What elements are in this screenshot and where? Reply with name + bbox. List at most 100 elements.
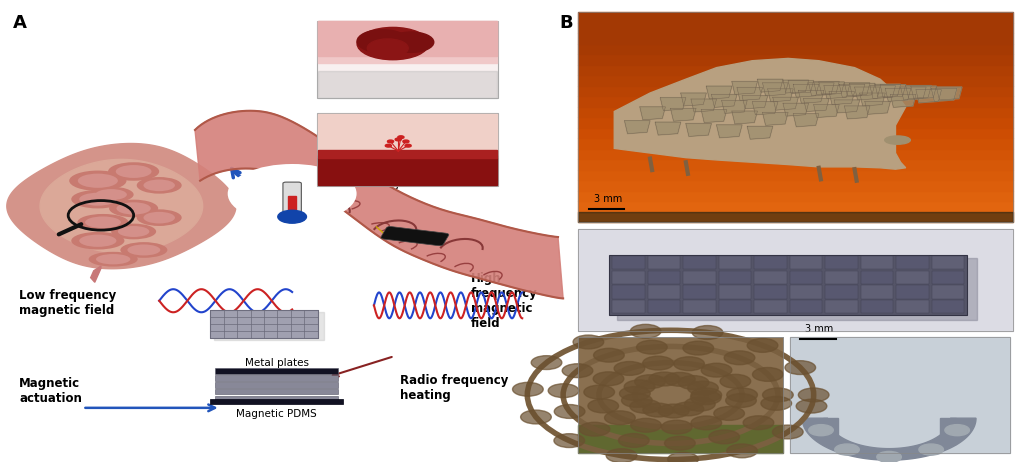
Polygon shape — [802, 418, 976, 460]
FancyBboxPatch shape — [754, 270, 786, 284]
Circle shape — [753, 368, 783, 382]
Circle shape — [520, 410, 551, 424]
Circle shape — [580, 422, 610, 436]
Circle shape — [513, 382, 543, 396]
Polygon shape — [579, 201, 1013, 212]
Polygon shape — [783, 80, 809, 93]
Polygon shape — [579, 12, 1013, 23]
FancyBboxPatch shape — [683, 285, 716, 299]
Polygon shape — [579, 86, 1013, 96]
Ellipse shape — [885, 136, 910, 144]
Polygon shape — [794, 114, 819, 127]
FancyBboxPatch shape — [215, 389, 338, 394]
Circle shape — [748, 338, 778, 352]
Circle shape — [678, 375, 709, 389]
FancyBboxPatch shape — [609, 255, 967, 314]
Polygon shape — [214, 312, 324, 340]
Circle shape — [763, 388, 794, 402]
FancyBboxPatch shape — [790, 300, 822, 313]
Text: A: A — [13, 13, 27, 31]
Circle shape — [630, 400, 660, 413]
FancyBboxPatch shape — [612, 300, 645, 313]
FancyBboxPatch shape — [896, 285, 929, 299]
Ellipse shape — [143, 180, 175, 191]
FancyBboxPatch shape — [648, 300, 680, 313]
Polygon shape — [579, 54, 1013, 65]
Ellipse shape — [95, 189, 127, 200]
Circle shape — [278, 210, 306, 223]
Ellipse shape — [72, 190, 125, 208]
Polygon shape — [814, 105, 840, 118]
Circle shape — [588, 399, 618, 413]
FancyBboxPatch shape — [896, 270, 929, 284]
Circle shape — [637, 340, 668, 354]
Polygon shape — [617, 258, 977, 320]
Polygon shape — [579, 212, 1013, 222]
Circle shape — [726, 394, 757, 407]
FancyBboxPatch shape — [932, 300, 964, 313]
Circle shape — [785, 361, 815, 375]
Text: Magnetic PDMS: Magnetic PDMS — [237, 409, 317, 419]
Circle shape — [531, 356, 562, 369]
FancyBboxPatch shape — [932, 256, 964, 269]
Polygon shape — [763, 83, 788, 96]
Polygon shape — [809, 83, 835, 96]
Circle shape — [593, 372, 624, 386]
FancyBboxPatch shape — [754, 285, 786, 299]
Circle shape — [604, 411, 635, 425]
Polygon shape — [794, 84, 819, 97]
Text: High
frequency
magnetic
field: High frequency magnetic field — [471, 272, 538, 330]
Circle shape — [398, 136, 404, 138]
Circle shape — [584, 385, 614, 399]
Polygon shape — [804, 99, 829, 112]
FancyBboxPatch shape — [683, 256, 716, 269]
Polygon shape — [855, 87, 881, 100]
FancyBboxPatch shape — [215, 375, 338, 381]
Polygon shape — [660, 98, 686, 111]
Polygon shape — [905, 86, 931, 99]
FancyBboxPatch shape — [381, 226, 449, 246]
Circle shape — [665, 372, 695, 386]
Circle shape — [357, 30, 409, 53]
Polygon shape — [625, 121, 650, 134]
FancyBboxPatch shape — [283, 182, 301, 213]
Ellipse shape — [70, 170, 127, 191]
Polygon shape — [773, 97, 799, 110]
FancyBboxPatch shape — [860, 256, 893, 269]
Circle shape — [720, 374, 751, 388]
FancyBboxPatch shape — [612, 256, 645, 269]
Circle shape — [684, 397, 715, 411]
FancyBboxPatch shape — [932, 285, 964, 299]
Circle shape — [618, 433, 649, 447]
FancyBboxPatch shape — [612, 285, 645, 299]
Polygon shape — [845, 106, 870, 119]
Polygon shape — [758, 79, 783, 92]
Ellipse shape — [110, 200, 158, 217]
Polygon shape — [579, 33, 1013, 44]
Polygon shape — [722, 100, 748, 113]
Polygon shape — [835, 100, 860, 113]
Circle shape — [387, 140, 393, 143]
Circle shape — [385, 144, 391, 147]
Circle shape — [622, 394, 652, 407]
FancyBboxPatch shape — [316, 21, 498, 98]
FancyBboxPatch shape — [825, 300, 857, 313]
Circle shape — [709, 430, 739, 444]
FancyBboxPatch shape — [210, 399, 343, 404]
Polygon shape — [317, 71, 497, 98]
Polygon shape — [886, 88, 910, 101]
FancyBboxPatch shape — [683, 270, 716, 284]
Circle shape — [877, 451, 901, 463]
Circle shape — [796, 399, 826, 413]
Ellipse shape — [117, 202, 151, 214]
Polygon shape — [579, 65, 1013, 75]
Polygon shape — [742, 96, 768, 109]
FancyBboxPatch shape — [579, 337, 783, 453]
FancyBboxPatch shape — [683, 300, 716, 313]
Circle shape — [727, 444, 758, 458]
FancyBboxPatch shape — [754, 256, 786, 269]
Text: Metal plates: Metal plates — [245, 358, 309, 368]
Ellipse shape — [127, 244, 161, 256]
FancyBboxPatch shape — [790, 285, 822, 299]
Circle shape — [625, 380, 654, 394]
